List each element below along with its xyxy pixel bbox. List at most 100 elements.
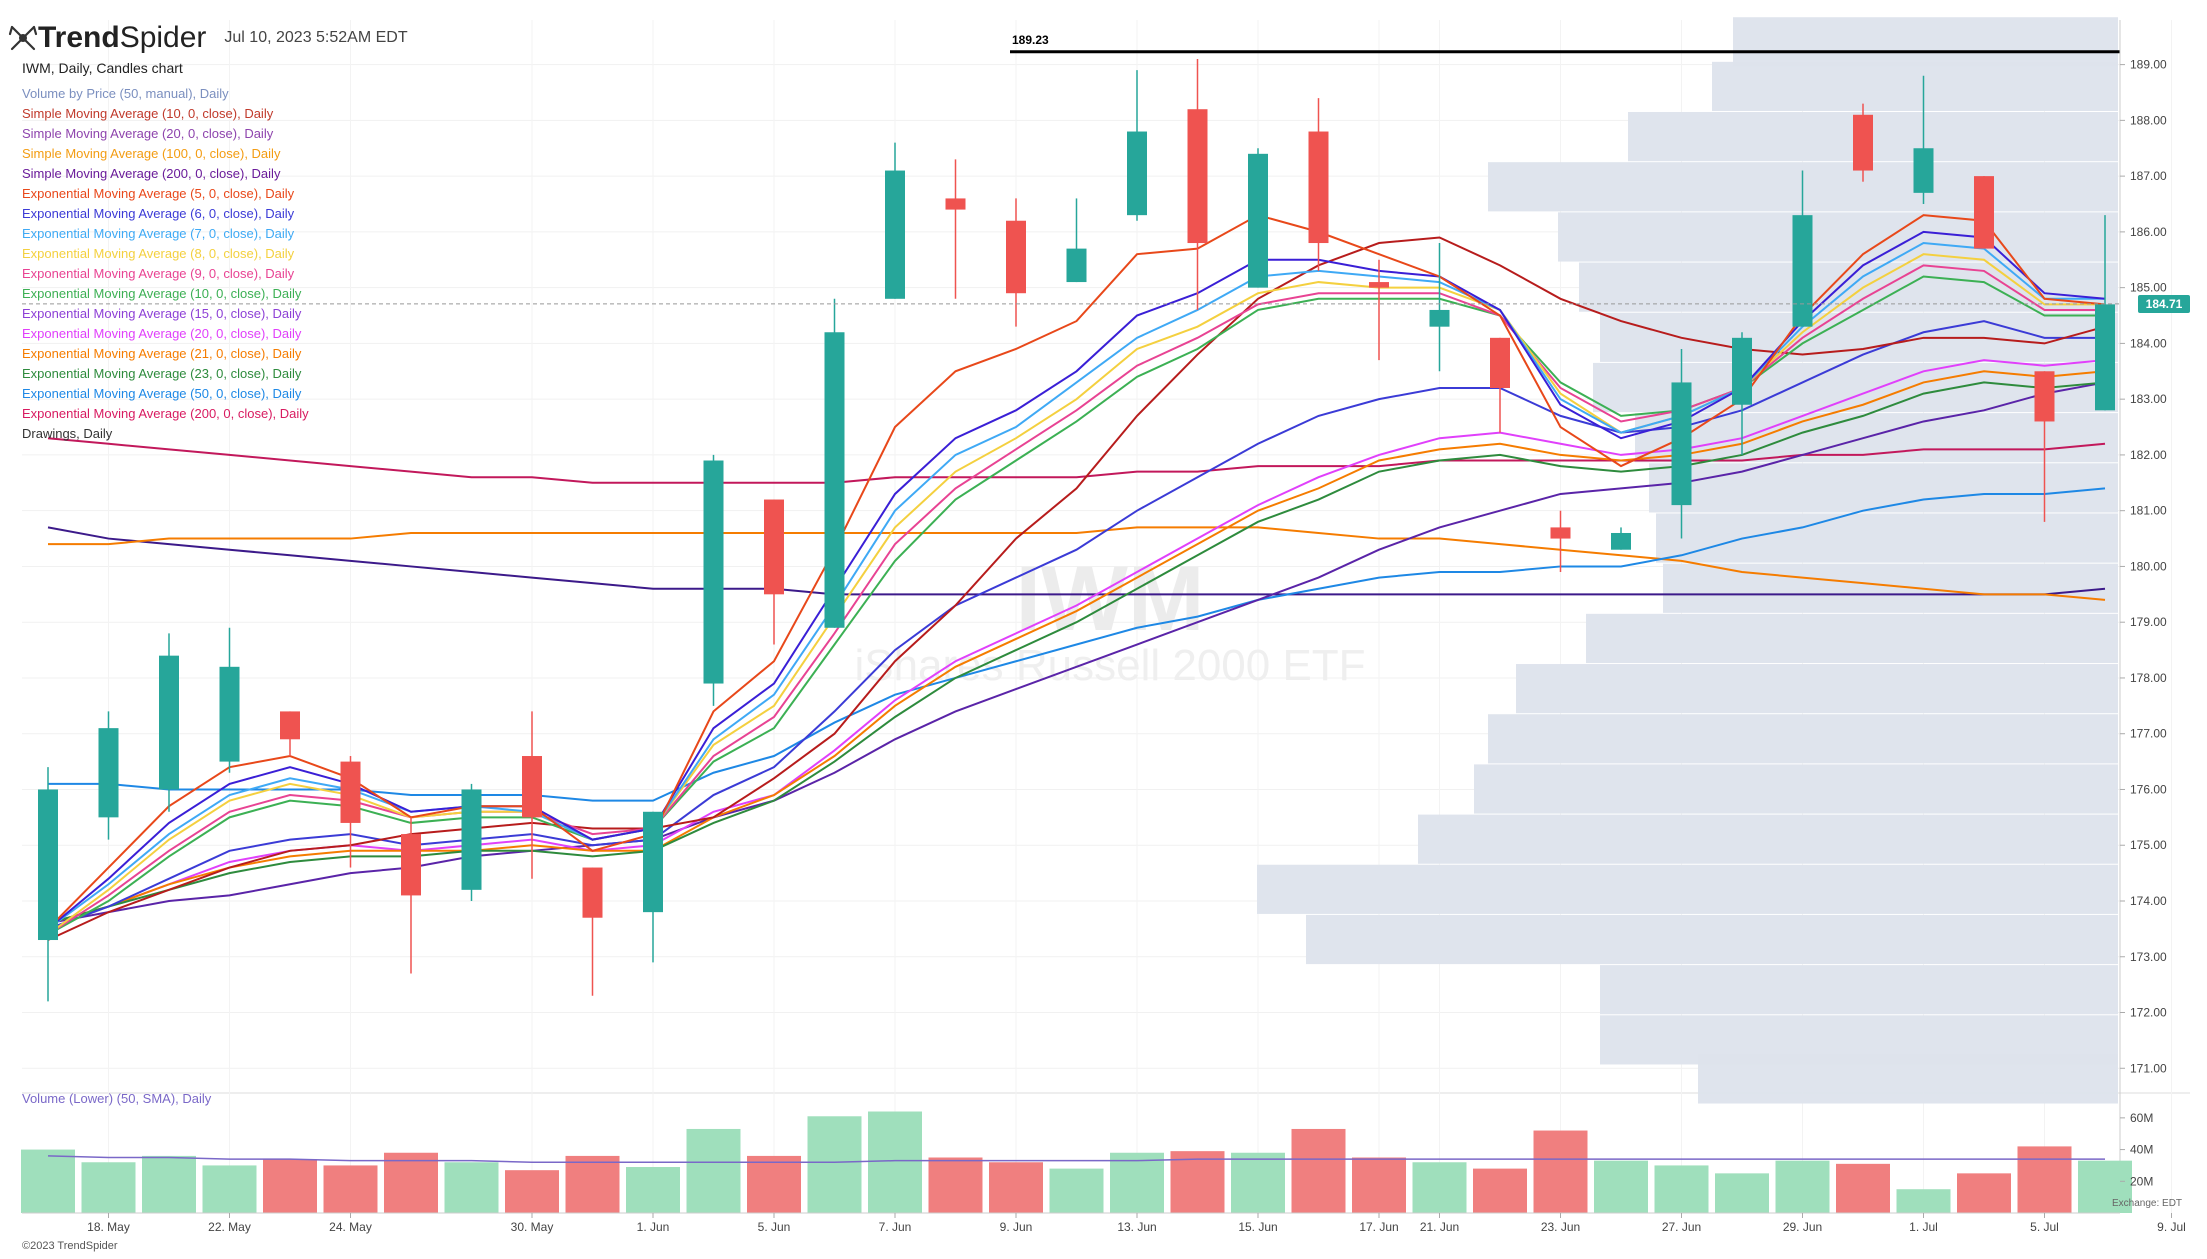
- vbp-bar: [1488, 714, 2118, 764]
- candle-body: [1187, 109, 1208, 244]
- date-tick-label: 23. Jun: [1541, 1220, 1580, 1234]
- candle-body: [1490, 337, 1510, 389]
- date-tick-label: 7. Jun: [879, 1220, 912, 1234]
- date-tick-label: 27. Jun: [1662, 1220, 1701, 1234]
- legend-item[interactable]: Simple Moving Average (200, 0, close), D…: [22, 166, 281, 181]
- candle-body: [824, 332, 845, 628]
- legend-item[interactable]: Exponential Moving Average (7, 0, close)…: [22, 226, 295, 241]
- price-tick-label: 179.00: [2130, 615, 2167, 629]
- legend-item[interactable]: Exponential Moving Average (50, 0, close…: [22, 386, 302, 401]
- symbol-watermark: IWM iShares Russell 2000 ETF: [854, 548, 1365, 690]
- time-axis[interactable]: 18. May 22. May 24. May 30. May 1. Jun 5. Jun…: [22, 1212, 2207, 1234]
- volume-bar: [626, 1167, 680, 1213]
- volume-bar: [505, 1170, 559, 1213]
- date-tick-label: 9. Jun: [1000, 1220, 1033, 1234]
- vbp-bar: [1649, 463, 2118, 513]
- volume-tick-label: 60M: [2130, 1111, 2153, 1125]
- candle-body: [2095, 304, 2115, 411]
- candle-body: [1732, 337, 1752, 405]
- indicator-line: [48, 526, 2106, 601]
- indicator-line: [47, 214, 2106, 930]
- date-tick-label: 1. Jul: [1909, 1220, 1938, 1234]
- legend-item[interactable]: Exponential Moving Average (15, 0, close…: [22, 306, 302, 321]
- legend-item[interactable]: Exponential Moving Average (5, 0, close)…: [22, 186, 295, 201]
- volume-bar: [1594, 1160, 1648, 1213]
- date-tick-label: 30. May: [511, 1220, 554, 1234]
- volume-bar: [1049, 1168, 1104, 1213]
- candle-body: [1853, 114, 1873, 171]
- indicator-line: [47, 359, 2106, 925]
- vbp-bar: [1306, 914, 2118, 965]
- legend-item[interactable]: Simple Moving Average (10, 0, close), Da…: [22, 106, 274, 121]
- candle-body: [219, 666, 240, 762]
- legend-item[interactable]: Exponential Moving Average (10, 0, close…: [22, 286, 302, 301]
- volume-bar: [1775, 1160, 1830, 1213]
- legend-item[interactable]: Exponential Moving Average (21, 0, close…: [22, 346, 302, 361]
- vbp-bar: [1600, 965, 2118, 1015]
- vbp-bar: [1698, 1054, 2118, 1104]
- date-tick-label: 17. Jun: [1359, 1220, 1398, 1234]
- indicator-line: [47, 320, 2105, 930]
- candle-body: [461, 789, 482, 890]
- volume-indicator-label: Volume (Lower) (50, SMA), Daily: [22, 1091, 212, 1106]
- price-tick-label: 172.00: [2130, 1006, 2167, 1020]
- date-tick-label: 21. Jun: [1420, 1220, 1459, 1234]
- indicator-legend: Volume by Price (50, manual), Daily Simpl…: [22, 84, 309, 444]
- vbp-bar: [1586, 613, 2118, 664]
- indicator-line: [47, 230, 2106, 930]
- volume-bar: [323, 1165, 378, 1213]
- legend-item[interactable]: Exponential Moving Average (9, 0, close)…: [22, 266, 295, 281]
- price-tick-label: 175.00: [2130, 838, 2167, 852]
- volume-bar: [1412, 1162, 1467, 1213]
- legend-item[interactable]: Exponential Moving Average (200, 0, clos…: [22, 406, 309, 421]
- legend-item[interactable]: Exponential Moving Average (20, 0, close…: [22, 326, 302, 341]
- volume-bar: [1533, 1130, 1588, 1213]
- date-tick-label: 13. Jun: [1117, 1220, 1156, 1234]
- volume-bar: [1231, 1152, 1285, 1213]
- volume-bar: [384, 1152, 438, 1213]
- header-datetime: Jul 10, 2023 5:52AM EDT: [224, 29, 408, 46]
- volume-bar: [263, 1159, 317, 1213]
- last-price-tag: 184.71: [2138, 294, 2190, 313]
- candle-body: [1792, 215, 1813, 327]
- candlestick-series[interactable]: [38, 59, 2115, 1002]
- legend-item[interactable]: Simple Moving Average (100, 0, close), D…: [22, 146, 281, 161]
- date-tick-label: 5. Jun: [758, 1220, 791, 1234]
- price-tick-label: 171.00: [2130, 1061, 2167, 1075]
- price-tick-label: 188.00: [2130, 113, 2167, 127]
- candle-body: [340, 761, 361, 823]
- candle-body: [885, 170, 905, 299]
- vbp-bar: [1257, 864, 2118, 914]
- vbp-bar: [1733, 17, 2118, 67]
- date-tick-label: 5. Jul: [2030, 1220, 2059, 1234]
- legend-item[interactable]: Exponential Moving Average (8, 0, close)…: [22, 246, 295, 261]
- legend-item[interactable]: Volume by Price (50, manual), Daily: [22, 86, 229, 101]
- price-tick-label: 187.00: [2130, 169, 2167, 183]
- legend-item[interactable]: Drawings, Daily: [22, 426, 113, 441]
- candle-body: [1066, 248, 1087, 283]
- indicator-line: [47, 275, 2105, 936]
- volume-bar: [1291, 1128, 1346, 1213]
- volume-bar: [686, 1128, 741, 1213]
- volume-bar: [202, 1165, 257, 1213]
- volume-bar: [142, 1155, 196, 1213]
- volume-tick-label: 40M: [2130, 1143, 2153, 1157]
- candle-body: [703, 460, 724, 684]
- price-axis[interactable]: 171.00 172.00 173.00 174.00 175.00 176.00 177.…: [2119, 20, 2167, 1213]
- brand-name: TrendSpider: [38, 21, 207, 54]
- legend-item[interactable]: Exponential Moving Average (23, 0, close…: [22, 366, 302, 381]
- legend-item[interactable]: Exponential Moving Average (6, 0, close)…: [22, 206, 295, 221]
- indicator-line: [47, 370, 2106, 925]
- volume-bar: [989, 1162, 1043, 1213]
- volume-bar: [1957, 1173, 2011, 1213]
- volume-bar: [747, 1155, 801, 1213]
- copyright: ©2023 TrendSpider: [22, 1240, 118, 1252]
- candle-body: [1248, 153, 1268, 288]
- legend-item[interactable]: Simple Moving Average (20, 0, close), Da…: [22, 126, 274, 141]
- price-tick-label: 189.00: [2130, 58, 2167, 72]
- vbp-bar: [1474, 764, 2118, 814]
- candle-body: [1550, 527, 1571, 539]
- drawings[interactable]: 189.23: [22, 33, 2120, 305]
- date-tick-label: 18. May: [87, 1220, 130, 1234]
